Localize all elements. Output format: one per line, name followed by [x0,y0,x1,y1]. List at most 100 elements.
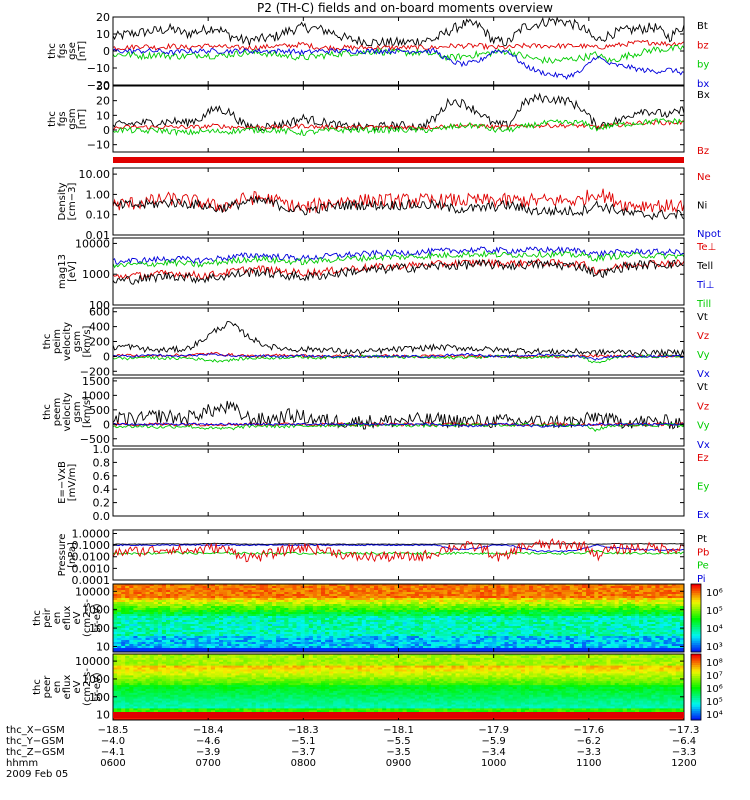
legend-label: Te⊥ [696,242,716,253]
x-tick-label: −4.6 [196,736,220,747]
series-line-pt [112,542,685,545]
y-tick-label: 400 [89,321,110,334]
y-tick-label: 10000 [75,655,110,668]
x-tick-label: −3.4 [482,747,506,758]
svg-text:thc: thc [42,404,53,420]
y-axis-label: thc peem velocity gsm [km/s] [42,392,93,431]
legend-label: Tell [696,261,713,272]
svg-text:gsm: gsm [72,331,83,352]
legend-label: Npot [697,229,721,240]
x-tick-label: 0700 [195,758,220,769]
svg-text:[nPa]: [nPa] [67,542,78,568]
x-tick-label: −6.4 [672,736,696,747]
x-tick-label: −5.9 [482,736,506,747]
legend-label: Ez [697,453,709,464]
series-line-vt [112,321,685,357]
svg-text:peim: peim [52,329,63,354]
panel-peer_en_eflux: 10⁸ 10⁷ 10⁶ 10⁵ 10⁴ 10000 1000 100 10 thc peer en ef… [32,653,723,722]
series-line-vy [112,422,685,432]
x-tick-label: −18.1 [383,725,414,736]
svg-text:[nT]: [nT] [77,109,88,129]
panel-frame [112,377,685,447]
y-tick-label: 10.00 [79,168,111,181]
panel-temperature: 10000 1000 100 mag13 [eV] Te⊥ Tell Ti⊥ Till [57,237,716,312]
colorbar: 10⁶ 10⁵ 10⁴ 10³ [690,583,723,653]
series-line-vt [112,400,685,430]
y-tick-label: 0 [103,124,110,137]
svg-text:velocity: velocity [62,392,73,431]
y-tick-label: 0.2 [93,497,111,510]
y-tick-label: 1.00 [86,188,111,201]
colorbar: 10⁸ 10⁷ 10⁶ 10⁵ 10⁴ [690,653,723,721]
svg-text:[eV]: [eV] [67,261,78,282]
x-tick-label: −3.7 [291,747,315,758]
y-tick-label: −10 [87,62,110,75]
legend-label: Till [696,299,711,310]
svg-text:Pressure: Pressure [57,534,68,577]
svg-text:gse: gse [67,42,78,60]
x-tick-label: 1100 [576,758,601,769]
svg-text:[km/s]: [km/s] [82,396,93,428]
series-line-ne [112,188,685,214]
x-tick-label: 0900 [386,758,411,769]
svg-text:thc: thc [47,111,58,127]
x-tick-label: −18.3 [288,725,319,736]
y-tick-label: 100 [89,299,110,312]
series-line-vy [112,354,685,364]
legend-label: Ne [697,172,711,183]
series-line-tell [112,258,685,285]
panel-frame [112,85,685,153]
colorbar-tick-label: 10⁴ [706,624,723,635]
series-line-bz-green [112,117,685,137]
figure-title: P2 (TH-C) fields and on-board moments ov… [257,1,553,15]
x-row-label: thc_X−GSM [6,725,65,736]
y-tick-label: 100 [89,622,110,635]
legend-label: bz [697,40,709,51]
y-tick-label: 1500 [82,375,110,388]
svg-text:mag13: mag13 [57,254,68,289]
x-tick-label: 1000 [481,758,506,769]
series-line-vx [112,353,685,361]
svg-text:E=−VxB: E=−VxB [57,461,68,504]
series-line-bx [112,92,685,132]
y-tick-label: 1000 [82,268,110,281]
y-tick-label: 0 [103,418,110,431]
x-row-label: hhmm [6,758,38,769]
y-tick-label: 0.6 [93,470,111,483]
x-tick-label: −17.6 [574,725,605,736]
y-tick-label: −10 [87,139,110,152]
panel-peir_en_eflux: 10⁶ 10⁵ 10⁴ 10³ 10000 1000 100 10 thc peir en eflux… [32,583,723,653]
panel-frame [112,237,685,306]
svg-text:fgs: fgs [57,111,68,126]
legend-label: Vt [697,382,708,393]
y-tick-label: 1000 [82,604,110,617]
y-tick-label: −500 [80,433,110,446]
x-tick-label: −3.3 [672,747,696,758]
x-tick-label: −3.3 [577,747,601,758]
x-tick-label: −5.5 [386,736,410,747]
panel-density: 10.00 1.00 0.10 0.01 Density [cm−3] Ne Ni Npot [57,167,721,242]
legend-label: Vz [697,331,709,342]
legend-label: Vy [697,350,710,361]
y-tick-label: −200 [80,365,110,378]
y-axis-label: Pressure [nPa] [57,534,78,577]
svg-text:velocity: velocity [62,322,73,361]
x-tick-label: −18.5 [98,725,129,736]
y-tick-label: 600 [89,306,110,319]
series-line-bt [112,16,685,48]
svg-text:peem: peem [52,398,63,426]
y-tick-label: 0 [103,45,110,58]
series-line-till [112,249,685,269]
svg-text:[mV/m]: [mV/m] [67,464,78,502]
series-line-ti⊥ [112,245,685,265]
y-tick-label: 200 [89,336,110,349]
x-axis-labels: thc_X−GSM −18.5 −18.4 −18.3 −18.1 −17.9 −17.6−… [6,725,699,780]
panel-frame [112,448,685,517]
series-line-pe [112,549,685,556]
